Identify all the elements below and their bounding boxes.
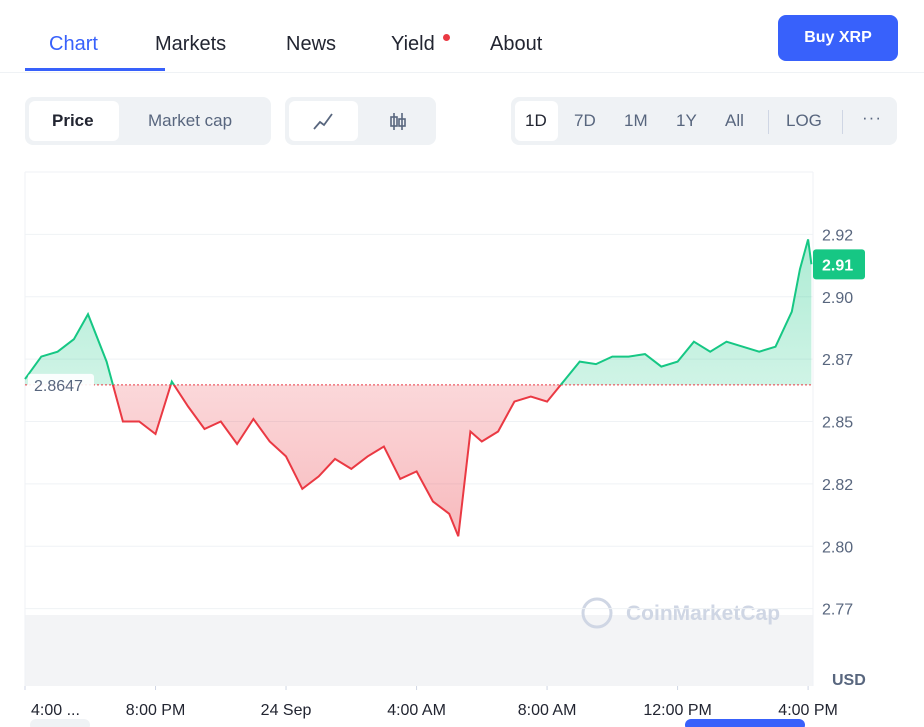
toggle-option[interactable]: Price [52, 111, 94, 130]
range-option[interactable]: 7D [574, 111, 596, 130]
volume-band [25, 615, 813, 686]
active-underline [25, 68, 165, 71]
active-option [29, 101, 119, 141]
area-down [25, 384, 812, 537]
range-option[interactable]: 1D [525, 111, 547, 130]
watermark-text: CoinMarketCap [626, 602, 780, 625]
tab[interactable]: Chart [49, 33, 98, 55]
scrollbar-handle [30, 719, 90, 727]
watermark: CoinMarketCap [581, 597, 780, 629]
baseline-label: 2.8647 [34, 378, 83, 395]
x-tick-label: 24 Sep [261, 702, 312, 719]
separator [768, 110, 769, 134]
y-tick-label: 2.82 [822, 477, 853, 494]
tab[interactable]: Markets [155, 33, 227, 55]
range-option[interactable]: 1Y [676, 111, 697, 130]
last-price-label: 2.91 [822, 257, 853, 274]
tab[interactable]: News [286, 33, 337, 55]
y-tick-label: 2.85 [822, 415, 853, 432]
last-price-tag [813, 249, 865, 280]
price-line-down [111, 384, 563, 537]
y-unit: USD [832, 672, 866, 689]
toggle-option[interactable]: Market cap [148, 111, 233, 130]
x-tick-label: 4:00 ... [31, 702, 80, 719]
tab[interactable]: Yield [391, 33, 435, 55]
notification-dot [443, 34, 450, 41]
x-tick-label: 8:00 PM [126, 702, 186, 719]
y-tick-label: 2.77 [822, 602, 853, 619]
y-tick-label: 2.90 [822, 290, 853, 307]
candle-icon[interactable] [390, 113, 406, 130]
active-option [289, 101, 358, 141]
divider [0, 72, 924, 73]
chart-style-icons [313, 113, 406, 130]
x-tick-label: 4:00 PM [778, 702, 838, 719]
range-option[interactable]: 1M [624, 111, 648, 130]
x-tick-label: 12:00 PM [643, 702, 711, 719]
tab[interactable]: About [490, 33, 543, 55]
range-selector [685, 719, 805, 727]
log-toggle[interactable]: LOG [786, 111, 822, 130]
area-up [25, 239, 812, 385]
buy-button[interactable]: Buy XRP [778, 15, 898, 61]
more-menu[interactable]: ··· [862, 108, 882, 127]
y-tick-label: 2.80 [822, 539, 853, 556]
separator [842, 110, 843, 134]
baseline-label-box [28, 373, 94, 396]
price-line-up [24, 239, 813, 385]
y-tick-label: 2.92 [822, 227, 853, 244]
range-toggle [511, 97, 897, 145]
line-icon[interactable] [313, 113, 333, 130]
y-tick-label: 2.87 [822, 352, 853, 369]
x-tick-label: 8:00 AM [518, 702, 577, 719]
range-option[interactable]: All [725, 111, 744, 130]
active-option [515, 101, 558, 141]
x-tick-label: 4:00 AM [387, 702, 446, 719]
